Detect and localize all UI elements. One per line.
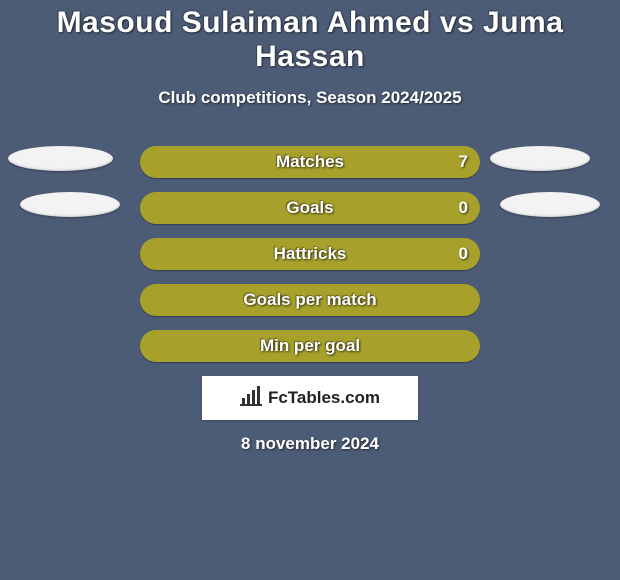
comparison-title: Masoud Sulaiman Ahmed vs Juma Hassan bbox=[0, 6, 620, 74]
stat-bar-right-value: 7 bbox=[459, 146, 468, 178]
comparison-stage: Matches7Goals0Hattricks0Goals per matchM… bbox=[0, 146, 620, 454]
stat-bar: Matches7 bbox=[140, 146, 480, 178]
stat-bar: Min per goal bbox=[140, 330, 480, 362]
site-logo: FcTables.com bbox=[202, 376, 418, 420]
stat-bar-label: Min per goal bbox=[140, 330, 480, 362]
player-right-oval bbox=[500, 192, 600, 217]
stat-bar-label: Goals bbox=[140, 192, 480, 224]
logo-text: FcTables.com bbox=[268, 388, 380, 408]
stat-bar-label: Goals per match bbox=[140, 284, 480, 316]
stat-bar: Goals0 bbox=[140, 192, 480, 224]
stat-bar-right-value: 0 bbox=[459, 192, 468, 224]
stat-bar-label: Hattricks bbox=[140, 238, 480, 270]
generation-date: 8 november 2024 bbox=[0, 434, 620, 454]
player-left-oval bbox=[20, 192, 120, 217]
stat-bar-label: Matches bbox=[140, 146, 480, 178]
stat-bar: Hattricks0 bbox=[140, 238, 480, 270]
bar-chart-icon bbox=[240, 386, 262, 411]
bars-container: Matches7Goals0Hattricks0Goals per matchM… bbox=[0, 146, 620, 362]
stat-bar: Goals per match bbox=[140, 284, 480, 316]
stat-bar-right-value: 0 bbox=[459, 238, 468, 270]
player-right-oval bbox=[490, 146, 590, 171]
comparison-subtitle: Club competitions, Season 2024/2025 bbox=[0, 88, 620, 108]
infographic: Masoud Sulaiman Ahmed vs Juma Hassan Clu… bbox=[0, 0, 620, 580]
player-left-oval bbox=[8, 146, 113, 171]
